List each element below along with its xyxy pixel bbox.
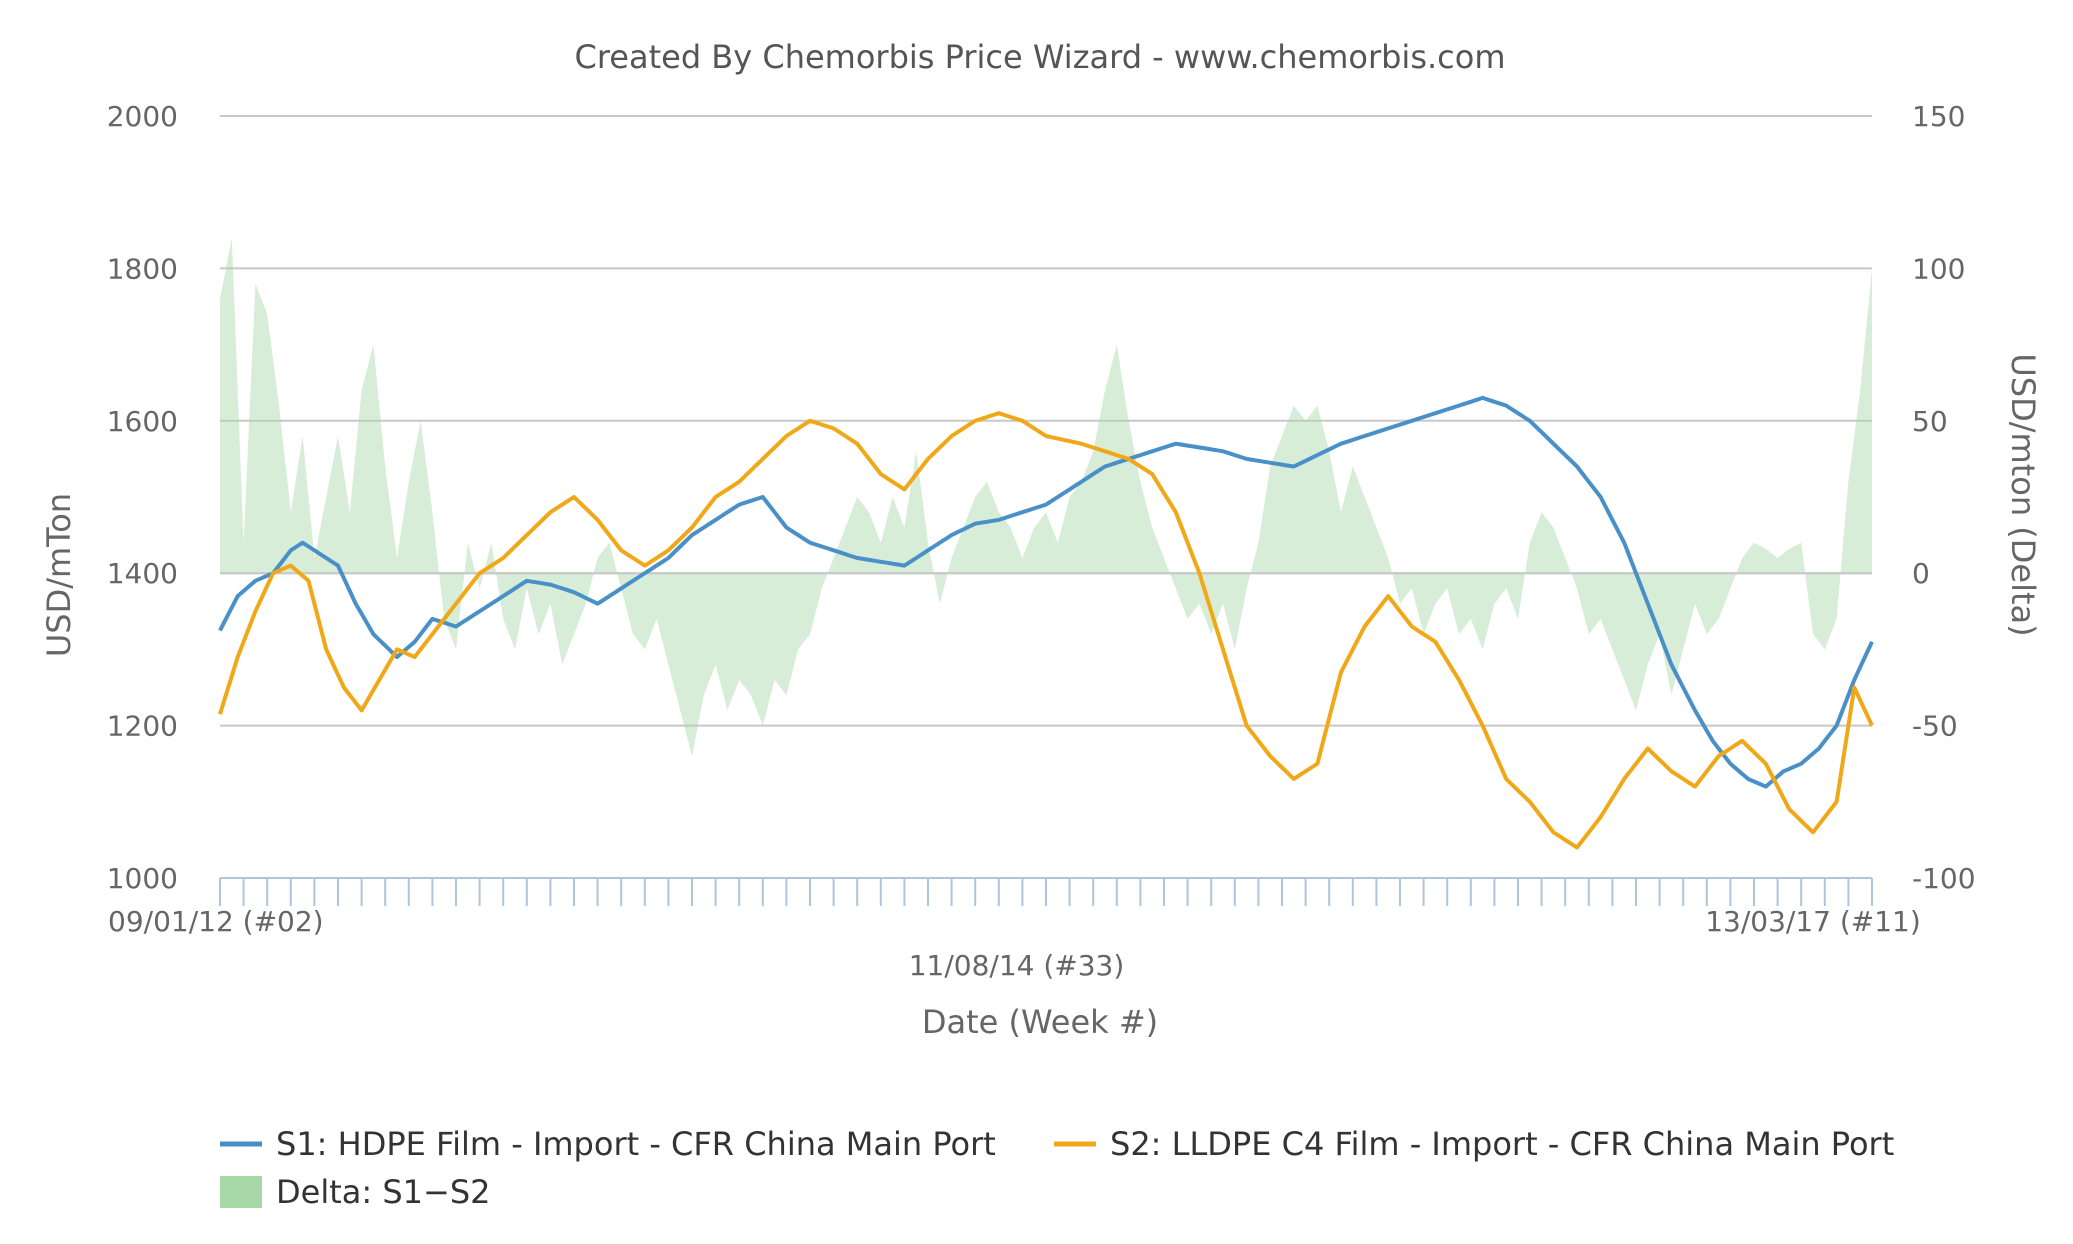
y-right-tick-label: -50 bbox=[1912, 710, 1958, 743]
y-left-tick-label: 1400 bbox=[107, 557, 178, 590]
x-tick-label: 13/03/17 (#11) bbox=[1705, 905, 1921, 938]
legend: S1: HDPE Film - Import - CFR China Main … bbox=[220, 1125, 1894, 1211]
y-left-tick-label: 2000 bbox=[107, 100, 178, 133]
y-right-tick-label: 0 bbox=[1912, 557, 1930, 590]
y-right-tick-label: 100 bbox=[1912, 252, 1965, 285]
legend-label-s1: S1: HDPE Film - Import - CFR China Main … bbox=[276, 1125, 996, 1163]
series-line-s1 bbox=[218, 395, 1874, 789]
y-left-tick-label: 1200 bbox=[107, 710, 178, 743]
legend-label-s2: S2: LLDPE C4 Film - Import - CFR China M… bbox=[1110, 1125, 1894, 1163]
plot-area: 09/01/12 (#02) 11/08/14 (#33) 13/03/17 (#1… bbox=[107, 100, 1976, 982]
x-tick-label: 09/01/12 (#02) bbox=[108, 905, 324, 938]
y-left-tick-label: 1600 bbox=[107, 405, 178, 438]
y-left-tick-label: 1800 bbox=[107, 252, 178, 285]
x-axis-title: Date (Week #) bbox=[922, 1003, 1158, 1041]
y-right-tick-label: 150 bbox=[1912, 100, 1965, 133]
delta-area bbox=[220, 237, 1872, 757]
y-right-tick-label: 50 bbox=[1912, 405, 1948, 438]
y-right-tick-label: -100 bbox=[1912, 862, 1976, 895]
y-axis-right-title: USD/mton (Delta) bbox=[2004, 353, 2042, 636]
y-axis-left-title: USD/mTon bbox=[40, 493, 78, 657]
x-tick-label: 11/08/14 (#33) bbox=[909, 949, 1125, 982]
y-left-tick-label: 1000 bbox=[107, 862, 178, 895]
legend-label-delta: Delta: S1−S2 bbox=[276, 1173, 490, 1211]
series-line-s2 bbox=[218, 411, 1874, 850]
legend-swatch-delta bbox=[220, 1176, 262, 1208]
chart-title: Created By Chemorbis Price Wizard - www.… bbox=[574, 38, 1505, 76]
